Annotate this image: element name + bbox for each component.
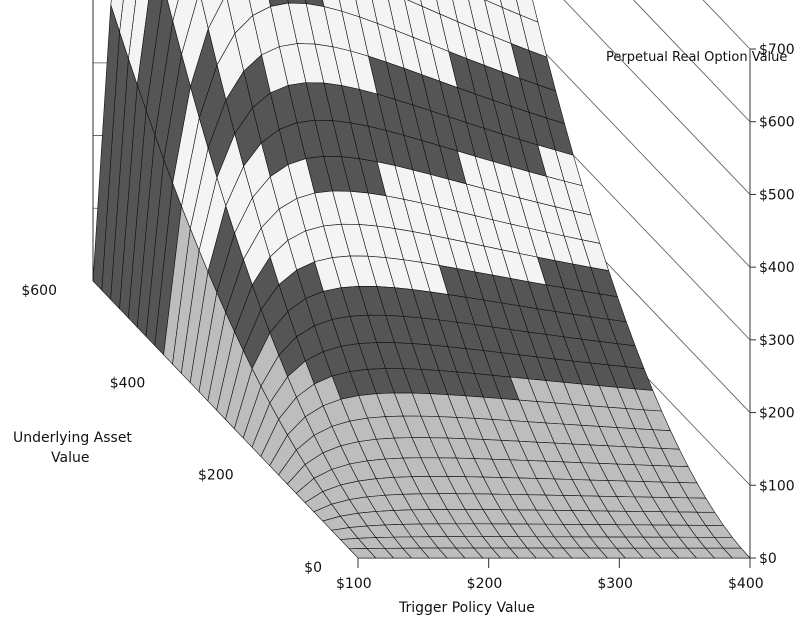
surface-mesh (92, 0, 751, 559)
surface-cell (119, 0, 137, 59)
z-tick-label: $200 (759, 406, 795, 422)
x-tick-label: $400 (728, 576, 764, 592)
z-tick-label: $300 (759, 333, 795, 349)
z-gridline (563, 0, 751, 195)
x-tick-label: $300 (597, 576, 633, 592)
z-tick-label: $100 (759, 478, 795, 494)
surface-cell (128, 0, 149, 85)
z-tick-label: $700 (759, 42, 795, 58)
y-tick-label: $600 (21, 283, 57, 299)
x-tick-label: $200 (467, 576, 503, 592)
z-tick-label: $500 (759, 187, 795, 203)
axis-labels: $0 $100 $200 $300 $400 $500 $600 $700 $100 $200 $3… (21, 42, 794, 592)
x-tick-label: $100 (336, 576, 372, 592)
z-tick-label: $400 (759, 260, 795, 276)
y-tick-label: $400 (110, 375, 146, 391)
surface-cell (722, 547, 751, 559)
z-gridline (702, 0, 751, 50)
z-gridline (633, 0, 751, 122)
y-tick-label: $0 (304, 560, 322, 576)
y-tick-label: $200 (198, 468, 234, 484)
x-axis-title: Trigger Policy Value (398, 600, 535, 616)
y-axis-title-line2: Value (51, 450, 89, 466)
legend-label: Perpetual Real Option Value (606, 50, 787, 65)
z-tick-label: $0 (759, 551, 777, 567)
z-tick-label: $600 (759, 115, 795, 131)
surface-cell (110, 0, 124, 33)
y-axis-title-line1: Underlying Asset (13, 430, 132, 446)
surface-cell (167, 0, 179, 23)
